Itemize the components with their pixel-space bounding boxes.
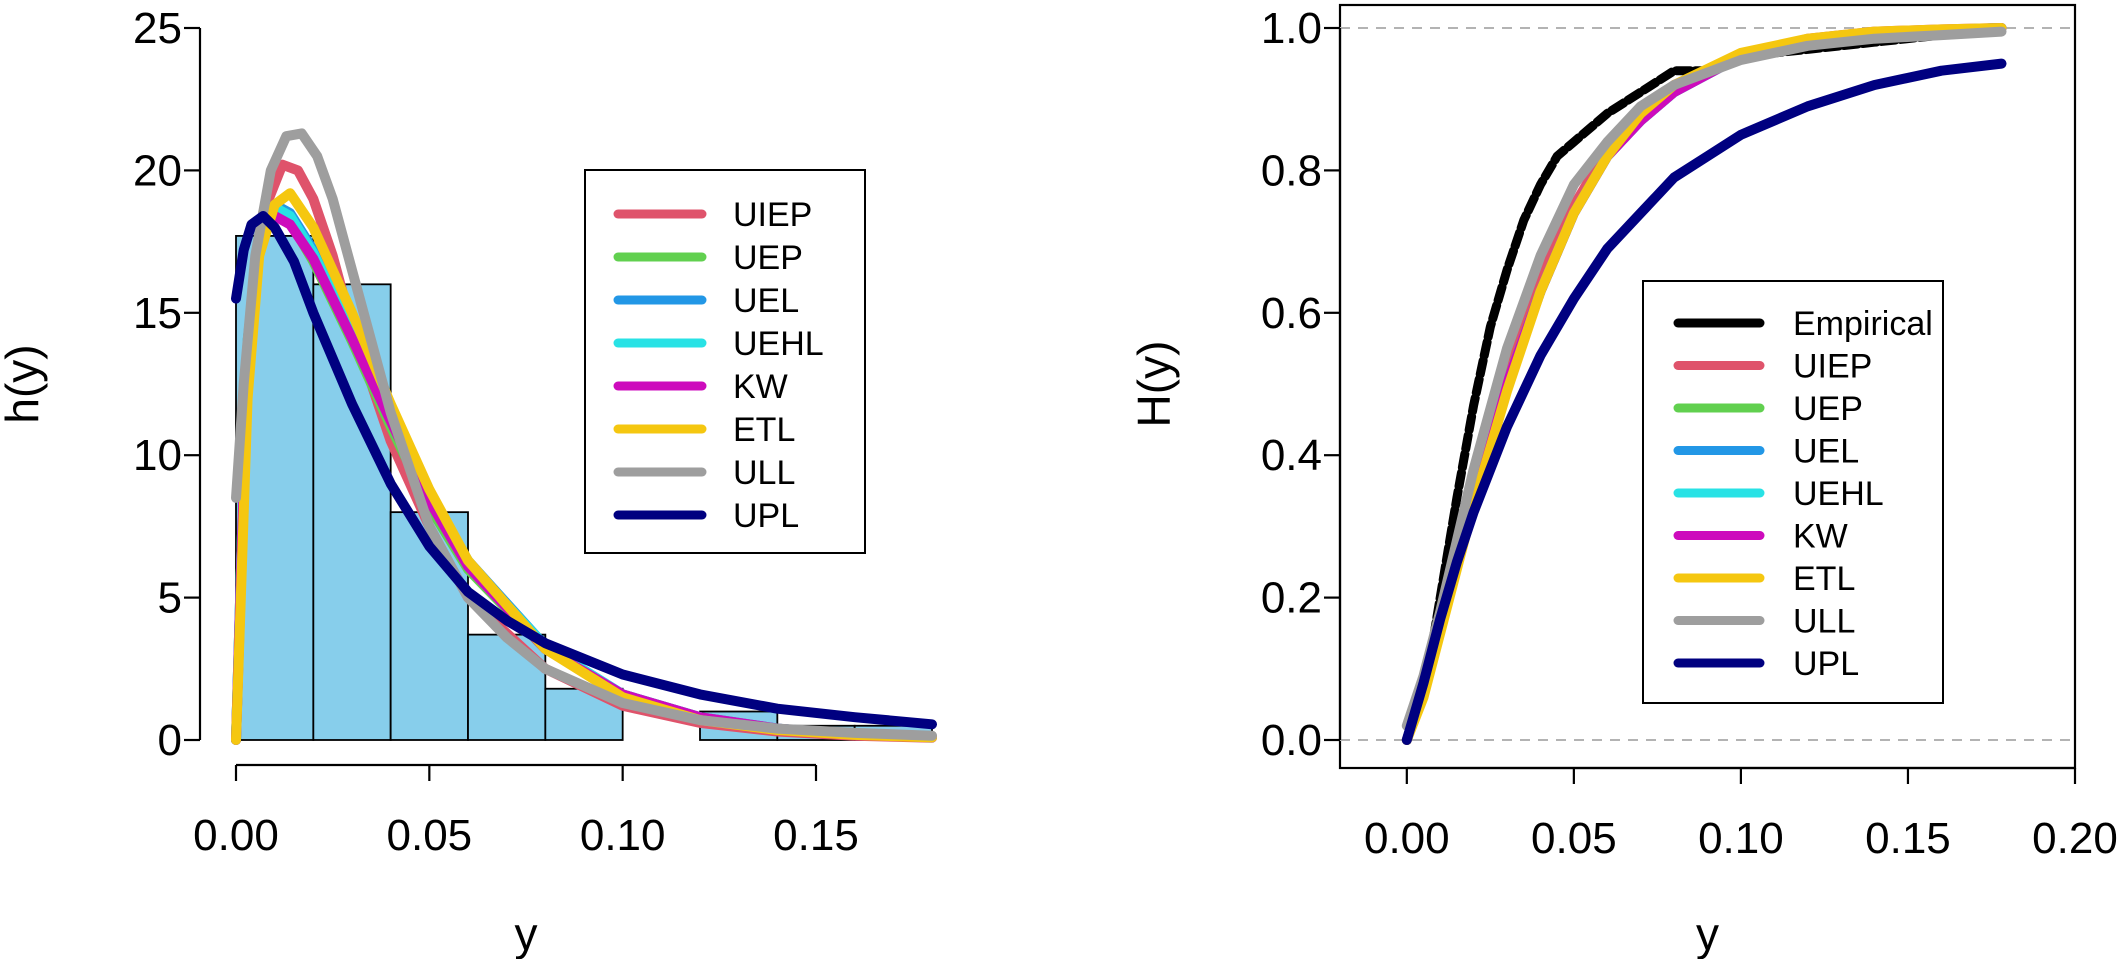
legend-label-uep: UEP bbox=[1793, 390, 1863, 428]
y-tick-label: 1.0 bbox=[1261, 4, 1322, 53]
legend-label-ull: ULL bbox=[1793, 603, 1855, 641]
curve-ull bbox=[231, 128, 937, 741]
x-tick-label: 0.15 bbox=[1865, 814, 1951, 863]
legend-label-upl: UPL bbox=[733, 497, 799, 535]
legend-label-uehl: UEHL bbox=[733, 325, 824, 363]
x-tick-label: 0.10 bbox=[580, 811, 666, 860]
y-tick-label: 0.8 bbox=[1261, 146, 1322, 195]
x-tick-label: 0.05 bbox=[387, 811, 473, 860]
x-axis-title: y bbox=[1696, 908, 1719, 959]
curve-upl bbox=[231, 211, 937, 730]
x-tick-label: 0.05 bbox=[1531, 814, 1617, 863]
y-tick-label: 0.4 bbox=[1261, 431, 1322, 480]
y-tick-label: 15 bbox=[133, 289, 182, 338]
x-tick-label: 0.00 bbox=[193, 811, 279, 860]
x-tick-label: 0.10 bbox=[1698, 814, 1784, 863]
y-axis-title: h(y) bbox=[0, 344, 48, 423]
legend-label-uel: UEL bbox=[1793, 433, 1859, 471]
legend-box bbox=[584, 169, 866, 554]
y-axis-title: H(y) bbox=[1128, 341, 1180, 428]
legend-label-kw: KW bbox=[733, 368, 788, 406]
legend-label-uehl: UEHL bbox=[1793, 475, 1884, 513]
y-tick-label: 0.0 bbox=[1261, 716, 1322, 765]
legend-label-empirical: Empirical bbox=[1793, 305, 1933, 343]
legend-label-uiep: UIEP bbox=[733, 196, 812, 234]
legend-label-etl: ETL bbox=[733, 411, 795, 449]
x-axis-title: y bbox=[515, 908, 538, 959]
legend-label-uel: UEL bbox=[733, 282, 799, 320]
x-tick-label: 0.00 bbox=[1364, 814, 1450, 863]
curve-upl bbox=[1401, 58, 2007, 745]
density-panel: 0.00 0.05 0.10 0.15 0 5 10 15 20 25 y h(y) UIEP UEP UE… bbox=[0, 4, 937, 959]
y-tick-label: 0.6 bbox=[1261, 289, 1322, 338]
histogram-bar bbox=[467, 633, 547, 741]
cdf-panel: 0.00 0.05 0.10 0.15 0.20 0.0 0.2 0.4 0.6 0.8 1.0 y H… bbox=[1128, 3, 2118, 959]
legend-label-etl: ETL bbox=[1793, 560, 1855, 598]
legend-label-uiep: UIEP bbox=[1793, 348, 1872, 386]
legend-label-kw: KW bbox=[1793, 518, 1848, 556]
y-tick-label: 5 bbox=[158, 574, 182, 623]
y-tick-label: 20 bbox=[133, 146, 182, 195]
x-tick-label: 0.15 bbox=[773, 811, 859, 860]
y-tick-label: 25 bbox=[133, 4, 182, 53]
legend-label-upl: UPL bbox=[1793, 645, 1859, 683]
y-tick-label: 0 bbox=[158, 716, 182, 765]
y-tick-label: 10 bbox=[133, 431, 182, 480]
legend-label-ull: ULL bbox=[733, 454, 795, 492]
y-tick-label: 0.2 bbox=[1261, 574, 1322, 623]
legend: UIEP UEP UEL UEHL KW ETL ULL UPL bbox=[584, 169, 866, 554]
legend: Empirical UIEP UEP UEL UEHL KW ETL ULL UPL bbox=[1642, 280, 1944, 704]
legend-label-uep: UEP bbox=[733, 239, 803, 277]
x-tick-label: 0.20 bbox=[2032, 814, 2118, 863]
